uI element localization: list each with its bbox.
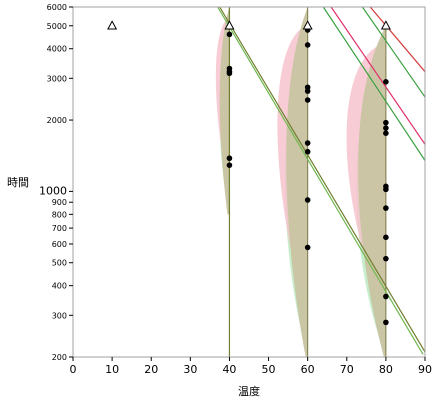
y-axis-title: 時間 <box>7 176 29 189</box>
data-point <box>383 79 389 85</box>
x-tick-label: 70 <box>340 363 354 376</box>
y-tick-label: 700 <box>52 224 67 233</box>
density-band-overlap <box>219 7 230 215</box>
y-tick-label: 300 <box>52 311 67 320</box>
points-layer <box>107 20 391 326</box>
data-point <box>226 70 233 77</box>
x-tick-label: 50 <box>262 363 276 376</box>
data-point <box>304 148 311 155</box>
y-tick-label: 2000 <box>47 116 67 125</box>
data-point <box>226 155 233 162</box>
x-tick-label: 20 <box>144 363 158 376</box>
data-point <box>304 140 311 146</box>
data-point <box>383 205 389 211</box>
x-tick-label: 30 <box>183 363 197 376</box>
density-band-overlap <box>286 7 308 357</box>
censored-point-triangle <box>380 20 391 30</box>
x-tick-label: 10 <box>105 363 119 376</box>
x-tick-label: 40 <box>222 363 236 376</box>
y-tick-label: 200 <box>52 353 67 362</box>
y-tick-label: 400 <box>52 282 67 291</box>
data-point <box>304 197 311 203</box>
y-tick-label: 4000 <box>47 45 67 54</box>
data-point <box>226 162 233 168</box>
data-point <box>304 97 311 103</box>
x-tick-label: 60 <box>301 363 315 376</box>
fit-line <box>361 7 425 98</box>
data-point <box>304 88 311 94</box>
y-tick-label: 6000 <box>47 3 67 12</box>
y-tick-label: 5000 <box>47 22 67 31</box>
fit-line <box>330 7 425 145</box>
data-point <box>226 31 233 38</box>
fit-line <box>369 7 425 73</box>
fit-lines-layer <box>217 7 425 357</box>
fit-line <box>322 7 425 161</box>
data-point <box>383 130 389 137</box>
data-point <box>383 319 389 326</box>
x-ticks-layer: 0 10 20 30 40 50 60 70 80 90 <box>70 357 432 376</box>
fit-line <box>219 7 425 353</box>
data-point <box>383 125 389 131</box>
data-point <box>383 255 389 262</box>
x-tick-label: 0 <box>70 363 77 376</box>
y-tick-label: 600 <box>52 240 67 249</box>
data-point <box>304 42 311 48</box>
fit-line <box>217 7 424 355</box>
x-axis-title: 温度 <box>238 384 260 398</box>
plot-frame <box>72 6 426 358</box>
y-tick-label: 800 <box>52 210 67 219</box>
y-tick-label: 1000 <box>39 184 67 197</box>
data-point <box>383 119 389 126</box>
y-tick-label: 3000 <box>47 74 67 83</box>
data-point <box>383 293 389 300</box>
x-tick-label: 90 <box>418 363 432 376</box>
data-point <box>383 186 389 193</box>
censored-point-triangle <box>224 20 235 30</box>
x-tick-label: 80 <box>379 363 393 376</box>
y-tick-label: 500 <box>52 259 67 268</box>
data-point <box>304 244 311 251</box>
censored-point-triangle <box>302 20 313 30</box>
censored-point-triangle <box>107 20 118 30</box>
data-point <box>383 234 389 241</box>
density-bands-layer <box>215 7 387 357</box>
y-tick-label: 900 <box>52 198 67 207</box>
